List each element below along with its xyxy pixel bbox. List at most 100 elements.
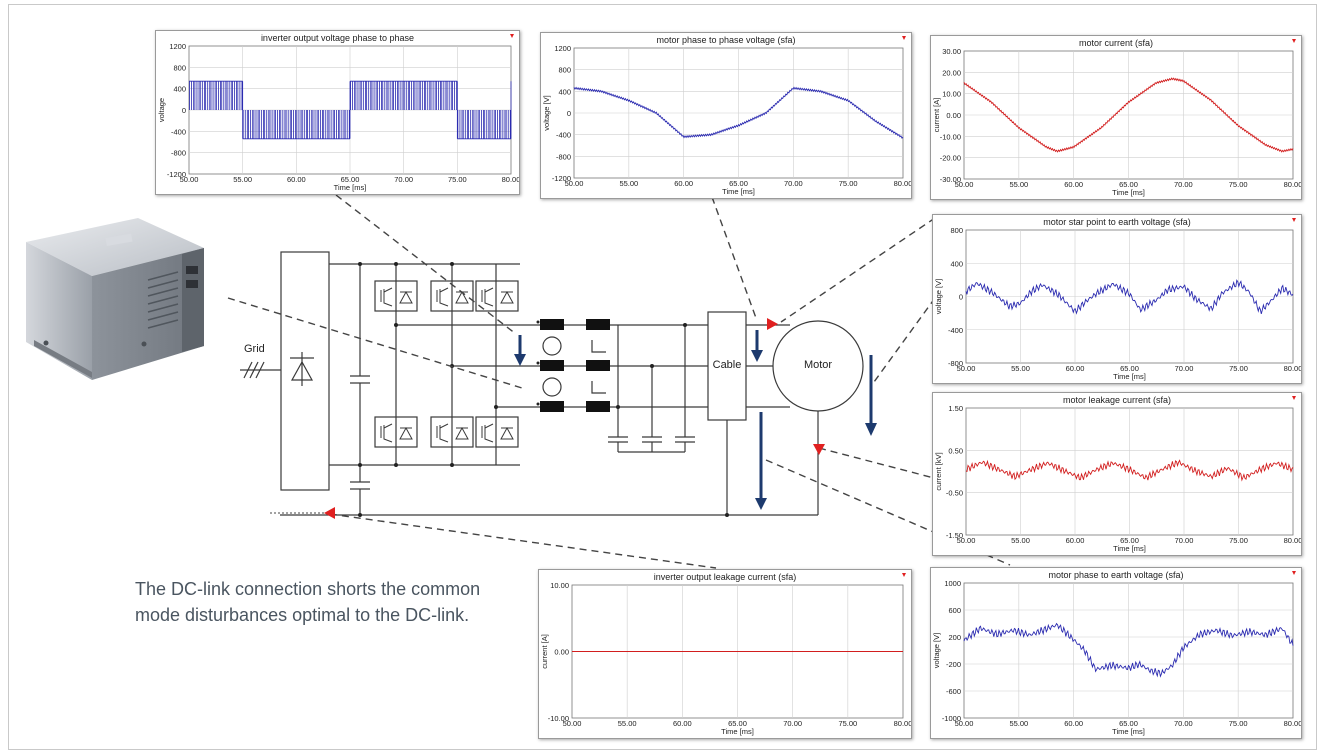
series-line <box>573 86 904 139</box>
y-axis-label: voltage <box>157 98 166 122</box>
y-tick-label: 1200 <box>169 42 186 51</box>
y-tick-label: 20.00 <box>942 68 961 77</box>
x-tick-label: 70.00 <box>1174 719 1193 728</box>
red-triangle-marker-icon <box>902 573 906 577</box>
y-tick-label: 0.00 <box>946 111 961 120</box>
y-tick-label: -200 <box>946 660 961 669</box>
x-tick-label: 75.00 <box>1229 180 1248 189</box>
x-tick-label: 80.00 <box>1284 364 1301 373</box>
x-axis-label: Time [ms] <box>722 187 755 196</box>
red-triangle-marker-icon <box>1292 218 1296 222</box>
x-tick-label: 50.00 <box>565 179 584 188</box>
y-tick-label: 800 <box>950 226 963 235</box>
x-axis-label: Time [ms] <box>1112 727 1145 736</box>
y-tick-label: -30.00 <box>940 175 961 184</box>
x-axis-label: Time [ms] <box>1112 188 1145 197</box>
chart-panel-motor-phase-voltage: motor phase to phase voltage (sfa) 50.00 5… <box>540 32 912 199</box>
x-tick-label: 80.00 <box>502 175 519 184</box>
y-tick-label: 10.00 <box>942 90 961 99</box>
chart-svg: motor phase to earth voltage (sfa) 50.00 5… <box>932 570 1301 736</box>
y-axis-label: voltage [V] <box>932 633 941 668</box>
chart-panel-inverter-output-leakage: inverter output leakage current (sfa) 50.… <box>538 569 912 739</box>
series-line <box>189 80 512 140</box>
x-tick-label: 80.00 <box>894 719 911 728</box>
y-tick-label: -400 <box>171 127 186 136</box>
y-tick-label: 30.00 <box>942 47 961 56</box>
x-tick-label: 65.00 <box>1119 180 1138 189</box>
chart-svg: motor star point to earth voltage (sfa) 5… <box>934 217 1301 381</box>
x-tick-label: 55.00 <box>1009 180 1028 189</box>
caption-line-2: mode disturbances optimal to the DC-link… <box>135 605 470 625</box>
y-tick-label: -800 <box>948 359 963 368</box>
y-tick-label: 400 <box>173 85 186 94</box>
x-tick-label: 60.00 <box>1064 719 1083 728</box>
x-tick-label: 55.00 <box>1011 536 1030 545</box>
y-tick-label: 400 <box>950 259 963 268</box>
x-tick-label: 55.00 <box>618 719 637 728</box>
y-tick-label: 200 <box>948 633 961 642</box>
y-tick-label: -1.50 <box>946 531 963 540</box>
y-tick-label: 0 <box>182 106 186 115</box>
y-tick-label: 800 <box>173 63 186 72</box>
x-axis-label: Time [ms] <box>1113 372 1146 381</box>
caption-text: The DC-link connection shorts the common… <box>135 576 515 628</box>
series-line <box>963 77 1294 153</box>
y-tick-label: 600 <box>948 606 961 615</box>
x-tick-label: 65.00 <box>1120 364 1139 373</box>
x-axis-label: Time [ms] <box>1113 544 1146 553</box>
x-tick-label: 70.00 <box>394 175 413 184</box>
plot-area <box>963 50 1294 180</box>
chart-title: motor phase to phase voltage (sfa) <box>656 35 795 45</box>
chart-svg: inverter output leakage current (sfa) 50.… <box>540 572 911 736</box>
x-tick-label: 70.00 <box>1175 536 1194 545</box>
y-tick-label: -1200 <box>167 170 186 179</box>
y-tick-label: -20.00 <box>940 154 961 163</box>
cable-label: Cable <box>712 359 742 371</box>
red-triangle-marker-icon <box>1292 571 1296 575</box>
x-tick-label: 65.00 <box>729 179 748 188</box>
x-tick-label: 75.00 <box>839 179 858 188</box>
y-tick-label: 0.00 <box>554 648 569 657</box>
x-tick-label: 60.00 <box>1066 536 1085 545</box>
y-tick-label: 800 <box>558 66 571 75</box>
x-tick-label: 65.00 <box>341 175 360 184</box>
y-axis-label: voltage [V] <box>934 279 943 314</box>
y-tick-label: 1.50 <box>948 404 963 413</box>
red-triangle-marker <box>324 318 825 519</box>
chart-title: motor current (sfa) <box>1079 38 1153 48</box>
x-tick-label: 60.00 <box>674 179 693 188</box>
x-tick-label: 65.00 <box>1120 536 1139 545</box>
chart-svg: motor current (sfa) 50.00 55.00 60.00 65.00 7… <box>932 38 1301 197</box>
x-tick-label: 70.00 <box>1174 180 1193 189</box>
plot-area <box>963 582 1294 719</box>
x-tick-label: 70.00 <box>1175 364 1194 373</box>
emc-filter-photo <box>26 218 204 380</box>
plot-area <box>965 229 1294 364</box>
x-tick-label: 60.00 <box>1064 180 1083 189</box>
y-tick-label: 1200 <box>554 44 571 53</box>
x-tick-label: 75.00 <box>1229 536 1248 545</box>
chart-panel-inverter-output-voltage: inverter output voltage phase to phase 50… <box>155 30 520 195</box>
x-tick-label: 65.00 <box>1119 719 1138 728</box>
x-tick-label: 50.00 <box>955 719 974 728</box>
chart-title: inverter output voltage phase to phase <box>261 33 414 43</box>
x-tick-label: 75.00 <box>838 719 857 728</box>
x-tick-label: 60.00 <box>1066 364 1085 373</box>
chart-panel-motor-leakage-current: motor leakage current (sfa) 50.00 55.00 60.… <box>932 392 1302 556</box>
x-tick-label: 80.00 <box>1284 180 1301 189</box>
x-tick-label: 55.00 <box>233 175 252 184</box>
y-axis-label: current [kV] <box>934 452 943 490</box>
x-tick-label: 50.00 <box>957 364 976 373</box>
x-tick-label: 80.00 <box>1284 536 1301 545</box>
y-tick-label: -1000 <box>942 714 961 723</box>
red-triangle-marker-icon <box>510 34 514 38</box>
y-tick-label: 0.50 <box>948 446 963 455</box>
x-tick-label: 75.00 <box>448 175 467 184</box>
y-tick-label: -0.50 <box>946 489 963 498</box>
y-tick-label: -800 <box>171 149 186 158</box>
x-axis-label: Time [ms] <box>334 183 367 192</box>
y-tick-label: 10.00 <box>550 581 569 590</box>
x-tick-label: 75.00 <box>1229 364 1248 373</box>
